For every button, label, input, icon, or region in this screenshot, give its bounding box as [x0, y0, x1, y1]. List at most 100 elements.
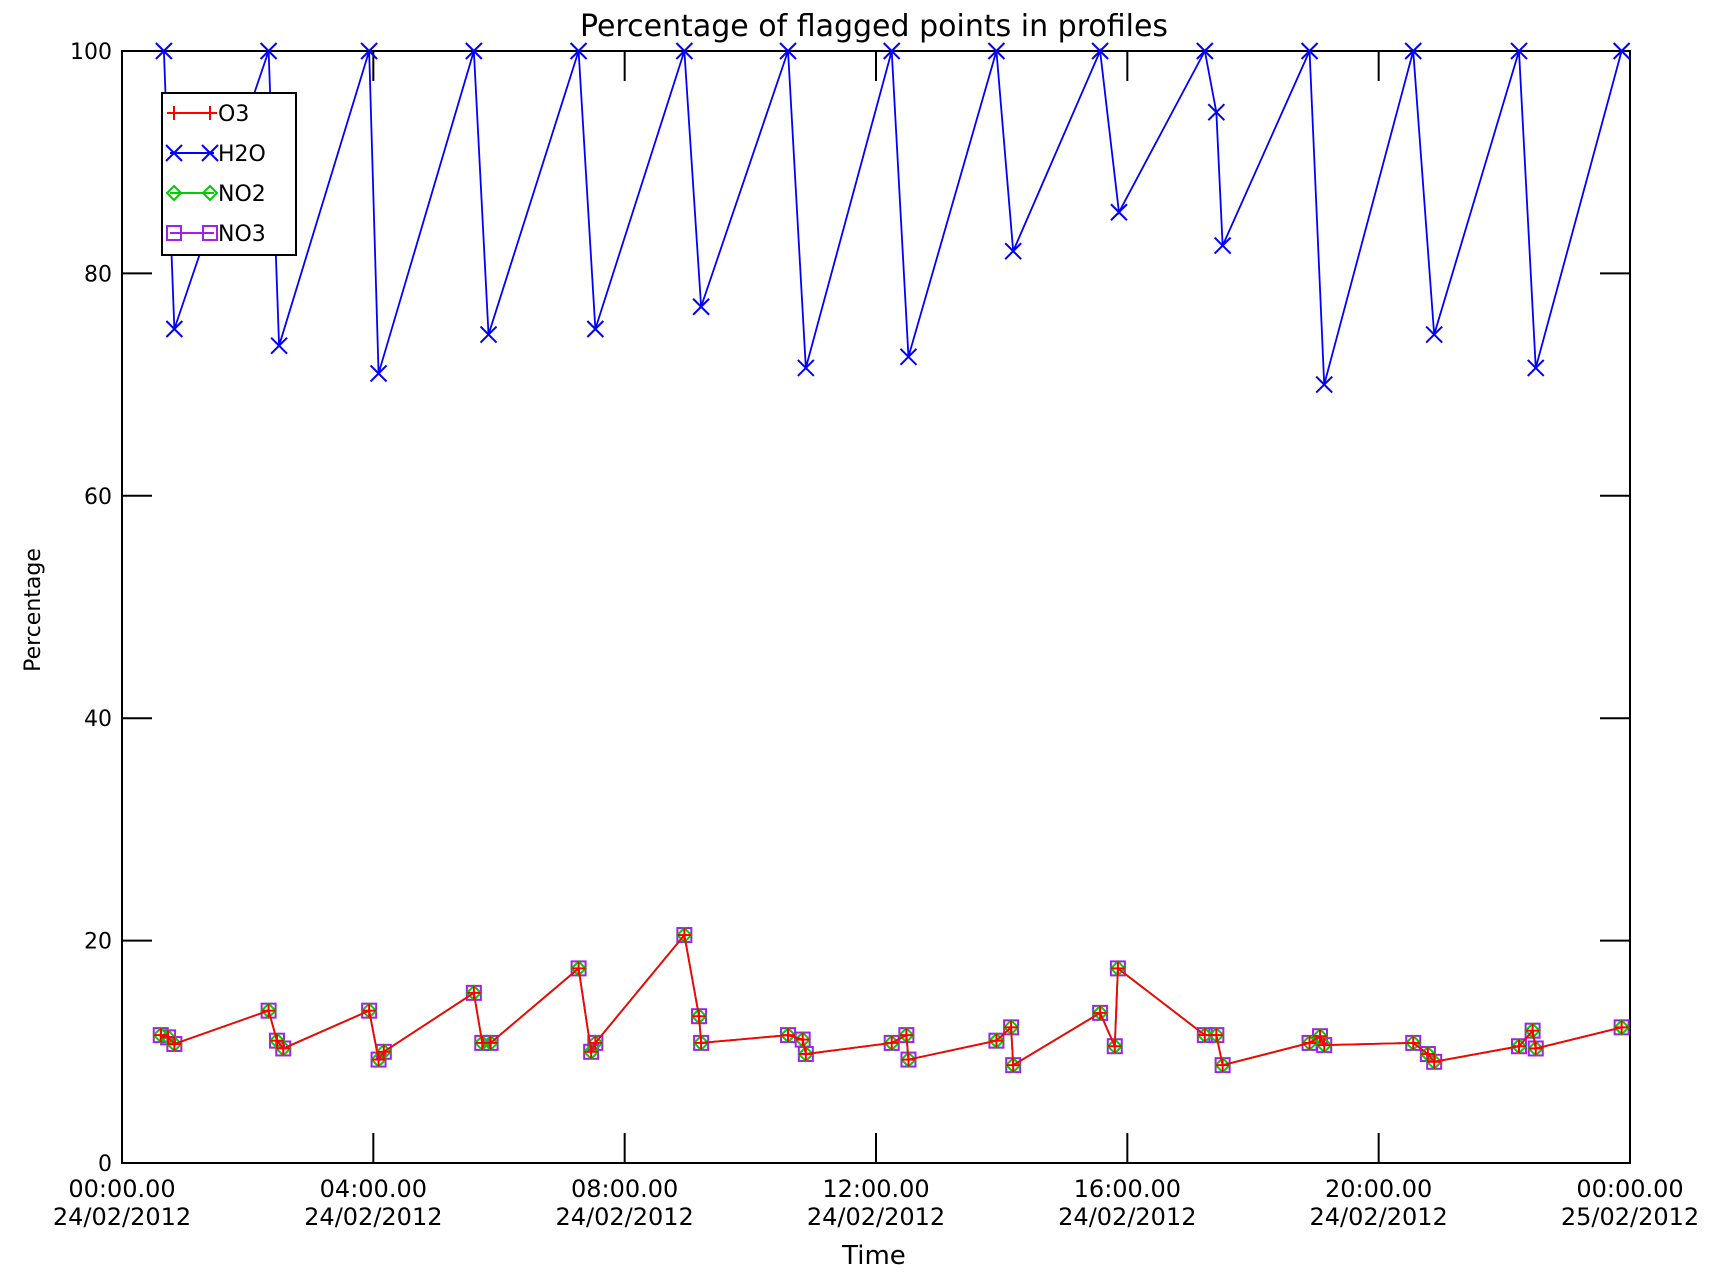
data-point-o3	[161, 1030, 176, 1045]
data-point-o3	[376, 1044, 391, 1059]
data-point-o3	[1528, 1041, 1543, 1056]
data-point-h2o	[692, 298, 710, 316]
data-point-h2o	[1207, 103, 1226, 121]
x-tick-label-time: 12:00.00	[822, 1175, 929, 1203]
legend-item-o3: O3	[167, 102, 249, 127]
data-point-h2o	[465, 42, 483, 60]
legend-label: NO2	[218, 182, 266, 207]
data-point-h2o	[1300, 42, 1319, 60]
data-point-o3	[1420, 1047, 1435, 1062]
legend-box	[161, 92, 297, 256]
data-point-o3	[1004, 1020, 1019, 1035]
data-point-o3	[371, 1052, 386, 1067]
legend-marker	[203, 106, 217, 120]
x-tick-label-time: 20:00.00	[1325, 1175, 1432, 1203]
data-point-o3	[1317, 1038, 1332, 1053]
x-tick-label-date: 24/02/2012	[1058, 1203, 1196, 1231]
data-point-o3	[1302, 1035, 1317, 1050]
legend-item-h2o: H2O	[165, 142, 266, 167]
data-point-h2o	[369, 364, 388, 383]
data-point-o3	[1511, 1039, 1526, 1054]
legend-label: NO3	[218, 222, 266, 247]
data-point-h2o	[1425, 325, 1443, 344]
data-point-o3	[795, 1032, 810, 1047]
data-point-o3	[1614, 1020, 1629, 1035]
data-point-h2o	[1004, 242, 1022, 260]
data-point-o3	[167, 1037, 182, 1052]
legend-item-no3: NO3	[166, 222, 266, 247]
data-point-h2o	[1527, 359, 1545, 377]
data-point-h2o	[1612, 42, 1631, 60]
data-point-h2o	[675, 42, 694, 60]
x-tick-label-time: 00:00.00	[68, 1175, 175, 1203]
y-tick-label: 40	[84, 707, 112, 732]
legend-marker	[165, 144, 183, 162]
data-point-o3	[1215, 1058, 1230, 1073]
data-point-h2o	[586, 320, 605, 338]
data-point-h2o	[1510, 42, 1528, 60]
axis-ticks: 02040608010000:00.0024/02/201204:00.0024…	[53, 40, 1699, 1231]
data-point-o3	[677, 928, 692, 943]
y-tick-label: 80	[84, 262, 112, 287]
legend-item-no2: NO2	[165, 182, 266, 207]
series-o3	[153, 928, 1629, 1073]
x-axis-label: Time	[841, 1241, 906, 1271]
data-point-h2o	[165, 320, 184, 338]
data-point-o3	[692, 1009, 707, 1024]
data-point-h2o	[1196, 42, 1214, 60]
data-point-o3	[588, 1035, 603, 1050]
data-point-h2o	[883, 42, 901, 60]
data-point-h2o	[1213, 236, 1232, 255]
data-point-h2o	[259, 42, 278, 60]
data-point-h2o	[1404, 42, 1422, 60]
data-point-o3	[884, 1035, 899, 1050]
series-h2o	[155, 42, 1631, 394]
data-point-o3	[584, 1044, 599, 1059]
data-point-o3	[1110, 961, 1125, 976]
legend-marker	[166, 225, 182, 241]
data-point-h2o	[569, 42, 588, 60]
data-point-o3	[899, 1028, 914, 1043]
x-tick-label-time: 08:00.00	[571, 1175, 678, 1203]
data-point-h2o	[1110, 203, 1128, 221]
legend-label: O3	[218, 102, 249, 127]
legend-marker	[201, 144, 219, 162]
data-point-o3	[798, 1047, 813, 1062]
plot-area-frame	[121, 50, 1631, 1164]
legend-marker	[167, 106, 181, 120]
x-tick-label-date: 24/02/2012	[807, 1203, 945, 1231]
data-series	[152, 42, 1631, 1074]
legend-marker	[201, 184, 219, 202]
data-point-o3	[1427, 1054, 1442, 1069]
x-tick-label-date: 24/02/2012	[1310, 1203, 1448, 1231]
y-tick-label: 0	[98, 1152, 112, 1177]
legend-marker	[165, 184, 183, 202]
x-tick-label-date: 24/02/2012	[556, 1203, 694, 1231]
data-point-o3	[781, 1028, 796, 1043]
data-point-h2o	[899, 348, 918, 366]
data-point-o3	[466, 985, 481, 1000]
x-tick-label-time: 16:00.00	[1074, 1175, 1181, 1203]
x-tick-label-time: 04:00.00	[320, 1175, 427, 1203]
data-point-o3	[1525, 1023, 1540, 1038]
data-point-h2o	[779, 42, 797, 60]
legend-marker	[202, 225, 218, 241]
data-point-o3	[694, 1035, 709, 1050]
y-tick-label: 100	[70, 40, 112, 65]
data-point-o3	[571, 961, 586, 976]
data-point-o3	[1406, 1035, 1421, 1050]
data-point-h2o	[1315, 375, 1333, 394]
data-point-o3	[1313, 1029, 1328, 1044]
data-point-h2o	[479, 325, 498, 344]
data-point-o3	[362, 1003, 377, 1018]
data-point-o3	[483, 1035, 498, 1050]
x-tick-label-date: 25/02/2012	[1561, 1203, 1699, 1231]
series-line-h2o	[162, 47, 1623, 385]
data-point-o3	[276, 1041, 291, 1056]
data-point-o3	[1093, 1005, 1108, 1020]
data-point-h2o	[1091, 42, 1109, 60]
y-tick-label: 60	[84, 485, 112, 510]
y-axis-label: Percentage	[21, 548, 46, 672]
data-point-h2o	[987, 42, 1006, 60]
